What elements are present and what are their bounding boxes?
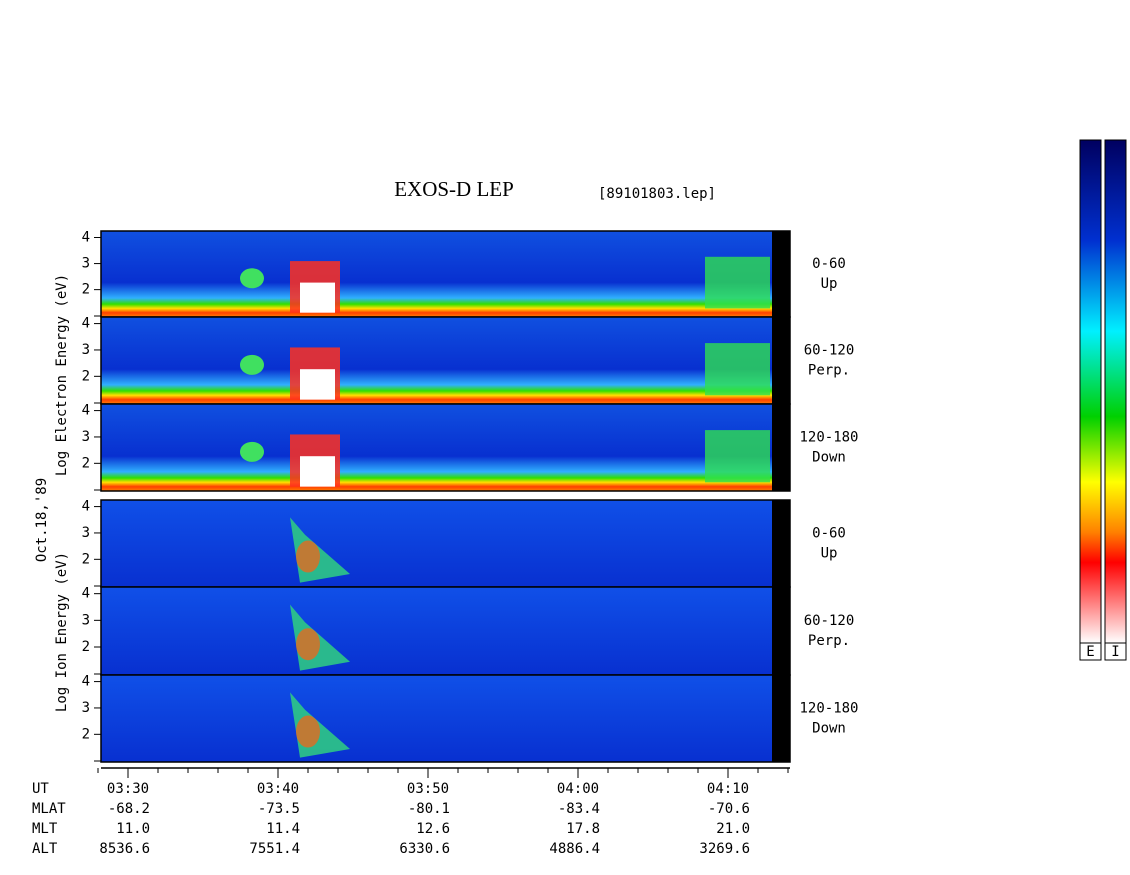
colorbar (1079, 139, 1102, 644)
ephemeris-value: 17.8 (566, 821, 600, 837)
ephemeris-value: 3269.6 (699, 841, 750, 857)
time-label: 04:00 (557, 781, 599, 797)
x-minor-ticks (97, 768, 789, 776)
colorbar-label-box (1079, 642, 1102, 661)
panel-sublabel: Down (812, 721, 846, 737)
spectrogram (101, 675, 772, 762)
file-name: [89101803.lep] (598, 186, 716, 202)
spectrogram (101, 587, 772, 675)
panel-sublabel: Perp. (808, 633, 850, 649)
feature (705, 256, 770, 309)
feature (296, 715, 320, 748)
data-gap (772, 317, 790, 404)
colorbar (1104, 139, 1127, 644)
panel-label: 120-180 (799, 701, 858, 717)
feature (240, 354, 264, 375)
feature (300, 282, 335, 313)
y-tick-label: 3 (82, 525, 90, 541)
time-label: 04:10 (707, 781, 749, 797)
panel-label: 0-60 (812, 256, 846, 272)
y-tick-label: 2 (82, 282, 90, 298)
time-label: 03:50 (407, 781, 449, 797)
panel-label: 0-60 (812, 526, 846, 542)
y-tick-label: 3 (82, 612, 90, 628)
date: Oct.18,'89 (34, 478, 50, 562)
feature (240, 441, 264, 462)
ion-axis-label: Log Ion Energy (eV) (54, 552, 70, 712)
data-gap (772, 675, 790, 762)
spectrogram (101, 317, 772, 404)
row-label: MLAT (32, 801, 66, 817)
electron-axis-label: Log Electron Energy (eV) (54, 274, 70, 476)
y-tick-label: 3 (82, 342, 90, 358)
panel-frame (100, 403, 791, 492)
y-tick-label: 2 (82, 551, 90, 567)
ephemeris-value: -68.2 (108, 801, 150, 817)
y-tick-label: 4 (82, 674, 90, 690)
data-gap (772, 231, 790, 317)
data-gap (772, 587, 790, 675)
ephemeris-value: 11.0 (116, 821, 150, 837)
y-tick-label: 4 (82, 316, 90, 332)
spectrogram (101, 404, 772, 491)
feature (300, 456, 335, 487)
ephemeris-value: 12.6 (416, 821, 450, 837)
panel-label: 120-180 (799, 430, 858, 446)
data-gap (772, 500, 790, 587)
ephemeris-value: 6330.6 (399, 841, 450, 857)
ephemeris-value: 4886.4 (549, 841, 600, 857)
panel-label: 60-120 (804, 343, 855, 359)
row-label: MLT (32, 821, 58, 837)
ephemeris-value: 11.4 (266, 821, 300, 837)
y-tick-label: 3 (82, 429, 90, 445)
panel-frame (100, 674, 791, 763)
y-tick-label: 4 (82, 586, 90, 602)
panels: 2 3 4 0-60 Up 2 3 4 60-120 Perp. 2 3 4 120-180 Down 2 3 4… (82, 230, 859, 763)
ephemeris-value: -73.5 (258, 801, 300, 817)
ephemeris-value: -70.6 (708, 801, 750, 817)
spectrogram (101, 231, 772, 317)
ephemeris-value: 21.0 (716, 821, 750, 837)
panel-sublabel: Up (821, 546, 838, 562)
time-label: 03:40 (257, 781, 299, 797)
feature (705, 430, 770, 483)
title: EXOS-D LEP (394, 177, 514, 201)
ephemeris-value: -80.1 (408, 801, 450, 817)
panel-label: 60-120 (804, 613, 855, 629)
colorbar-label: E (1086, 644, 1094, 660)
y-tick-label: 2 (82, 726, 90, 742)
panel-sublabel: Up (821, 276, 838, 292)
y-tick-label: 4 (82, 230, 90, 246)
ephemeris-table: UT MLAT MLT ALT 03:30 -68.2 11.0 8536.6 03:40 -73… (32, 768, 750, 857)
time-label: 03:30 (107, 781, 149, 797)
data-gap (772, 404, 790, 491)
feature (296, 540, 320, 573)
row-label: ALT (32, 841, 58, 857)
spectrogram (101, 500, 772, 587)
y-tick-label: 4 (82, 403, 90, 419)
ephemeris-value: 7551.4 (249, 841, 300, 857)
ephemeris-value: 8536.6 (99, 841, 150, 857)
y-tick-label: 4 (82, 499, 90, 515)
y-tick-label: 2 (82, 455, 90, 471)
colorbar-label-box (1104, 642, 1127, 661)
feature (240, 268, 264, 289)
y-tick-label: 2 (82, 639, 90, 655)
y-tick-label: 3 (82, 700, 90, 716)
feature (300, 369, 335, 400)
row-label: UT (32, 781, 49, 797)
y-tick-label: 3 (82, 256, 90, 272)
ephemeris-value: -83.4 (558, 801, 600, 817)
colorbar-label: I (1111, 644, 1119, 660)
panel-sublabel: Perp. (808, 363, 850, 379)
panel-sublabel: Down (812, 450, 846, 466)
feature (296, 628, 320, 661)
feature (705, 343, 770, 396)
y-tick-label: 2 (82, 368, 90, 384)
